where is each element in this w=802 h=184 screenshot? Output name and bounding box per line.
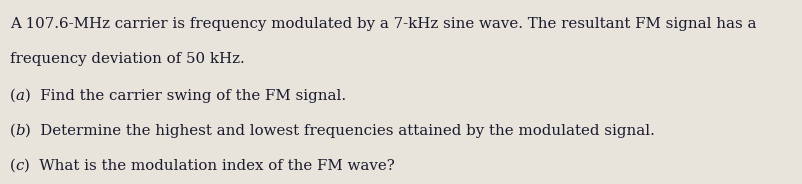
Text: (: ( [10,89,15,103]
Text: b: b [15,124,25,138]
Text: A 107.6-MHz carrier is frequency modulated by a 7-kHz sine wave. The resultant F: A 107.6-MHz carrier is frequency modulat… [10,17,755,31]
Text: )  Determine the highest and lowest frequencies attained by the modulated signal: ) Determine the highest and lowest frequ… [25,123,654,138]
Text: c: c [15,159,24,173]
Text: )  Find the carrier swing of the FM signal.: ) Find the carrier swing of the FM signa… [25,89,345,103]
Text: (: ( [10,159,15,173]
Text: frequency deviation of 50 kHz.: frequency deviation of 50 kHz. [10,52,244,66]
Text: a: a [15,89,25,103]
Text: (: ( [10,124,15,138]
Text: )  What is the modulation index of the FM wave?: ) What is the modulation index of the FM… [24,159,394,173]
